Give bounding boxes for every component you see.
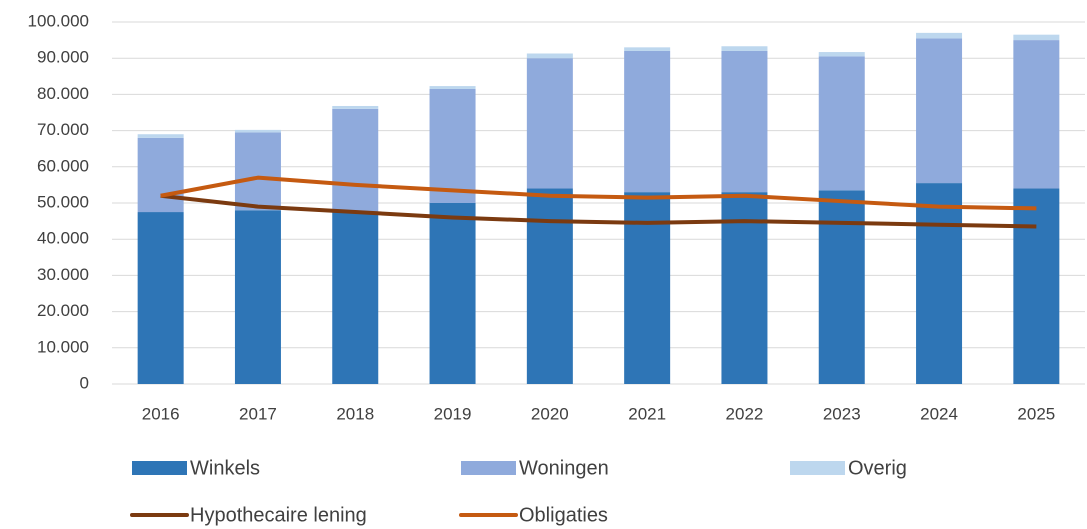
bar-segment xyxy=(234,129,281,133)
y-tick-label: 90.000 xyxy=(37,48,89,67)
y-tick-label: 0 xyxy=(80,373,89,392)
bar-segment xyxy=(332,212,379,384)
x-tick-label: 2022 xyxy=(726,404,764,423)
bar-segment xyxy=(234,210,281,384)
y-tick-label: 20.000 xyxy=(37,301,89,320)
bar-segment xyxy=(818,52,865,57)
y-tick-label: 80.000 xyxy=(37,84,89,103)
bar-segment xyxy=(818,190,865,384)
x-tick-label: 2016 xyxy=(142,404,180,423)
bar-segment xyxy=(916,38,963,184)
x-tick-label: 2019 xyxy=(434,404,472,423)
bar-segment xyxy=(526,53,573,59)
legend-label: Woningen xyxy=(519,457,609,479)
x-tick-label: 2024 xyxy=(920,404,958,423)
y-tick-label: 60.000 xyxy=(37,156,89,175)
bar-segment xyxy=(137,212,184,384)
bar-segment xyxy=(624,47,671,51)
x-tick-label: 2023 xyxy=(823,404,861,423)
bar-segment xyxy=(916,32,963,39)
y-tick-label: 50.000 xyxy=(37,192,89,211)
y-tick-label: 40.000 xyxy=(37,229,89,248)
bar-segment xyxy=(721,50,768,193)
x-tick-label: 2025 xyxy=(1017,404,1055,423)
line-series xyxy=(160,193,1037,229)
x-tick-label: 2020 xyxy=(531,404,569,423)
y-tick-label: 70.000 xyxy=(37,120,89,139)
x-tick-label: 2021 xyxy=(628,404,666,423)
bar-segment xyxy=(721,46,768,51)
bar-segment xyxy=(137,137,184,213)
bar-segment xyxy=(234,132,281,211)
legend-label: Winkels xyxy=(190,457,260,479)
x-tick-label: 2018 xyxy=(336,404,374,423)
legend-swatch xyxy=(461,461,516,475)
y-tick-label: 100.000 xyxy=(28,11,89,30)
bar-segment xyxy=(429,86,476,89)
legend-label: Hypothecaire lening xyxy=(190,504,367,526)
bar-segment xyxy=(1013,188,1060,384)
bar-segment xyxy=(137,134,184,138)
bar-segment xyxy=(721,192,768,384)
bar-segment xyxy=(526,58,573,189)
bar-segment xyxy=(526,188,573,384)
legend-swatch xyxy=(790,461,845,475)
legend-swatch xyxy=(132,461,187,475)
bar-segment xyxy=(1013,40,1060,189)
bar-segment xyxy=(818,56,865,191)
y-tick-label: 10.000 xyxy=(37,337,89,356)
y-tick-label: 30.000 xyxy=(37,265,89,284)
x-tick-label: 2017 xyxy=(239,404,277,423)
legend-label: Overig xyxy=(848,457,907,479)
bar-segment xyxy=(1013,34,1060,41)
legend-label: Obligaties xyxy=(519,504,608,526)
bar-segment xyxy=(429,203,476,384)
bar-segment xyxy=(624,50,671,193)
bar-segment xyxy=(916,183,963,384)
bar-segment xyxy=(332,108,379,213)
bar-segment xyxy=(429,88,476,203)
bar-segment xyxy=(332,105,379,109)
line-series xyxy=(160,175,1037,211)
